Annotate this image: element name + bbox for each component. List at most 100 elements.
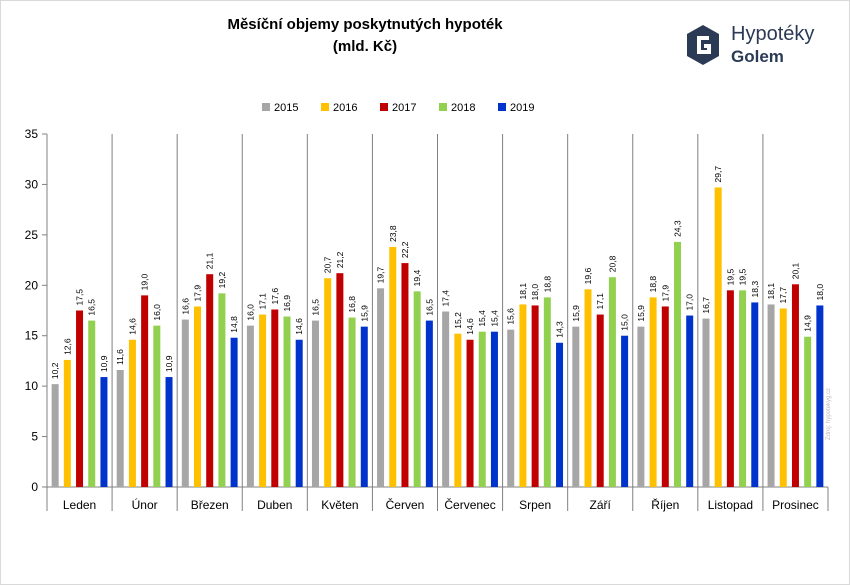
x-tick-label: Leden	[63, 498, 96, 512]
data-label: 17,9	[193, 285, 203, 302]
legend-swatch	[262, 103, 270, 111]
data-label: 15,2	[453, 312, 463, 329]
bar	[686, 315, 694, 487]
data-label: 17,6	[270, 288, 280, 305]
bar	[283, 316, 291, 487]
bar	[584, 289, 592, 487]
data-label: 14,8	[229, 316, 239, 333]
bar	[348, 317, 356, 487]
bar	[466, 339, 474, 487]
bar	[779, 308, 787, 487]
bar	[311, 320, 319, 487]
bar	[413, 291, 421, 487]
bar	[194, 306, 202, 487]
bar	[63, 359, 71, 487]
bar	[324, 278, 332, 487]
bar	[649, 297, 657, 487]
bar	[425, 320, 433, 487]
bar	[442, 311, 450, 487]
data-label: 23,8	[388, 225, 398, 242]
bar	[637, 326, 645, 487]
data-label: 14,6	[127, 318, 137, 335]
legend-swatch	[439, 103, 447, 111]
data-label: 20,7	[323, 256, 333, 273]
bar	[739, 290, 747, 487]
bar	[751, 302, 759, 487]
legend-label: 2019	[510, 102, 534, 114]
data-label: 14,6	[465, 318, 475, 335]
data-label: 15,6	[506, 308, 516, 325]
bar	[507, 329, 515, 487]
data-label: 29,7	[713, 166, 723, 183]
data-label: 14,6	[294, 318, 304, 335]
bar	[401, 263, 409, 487]
data-label: 16,7	[701, 297, 711, 314]
bar	[596, 314, 604, 487]
x-tick-label: Červenec	[444, 497, 495, 512]
y-tick-label: 35	[25, 127, 39, 141]
bar	[673, 241, 681, 487]
legend-swatch	[321, 103, 329, 111]
data-label: 17,7	[778, 287, 788, 304]
data-label: 18,0	[815, 284, 825, 301]
y-tick-label: 10	[25, 379, 39, 393]
data-label: 14,3	[555, 321, 565, 338]
data-label: 24,3	[672, 220, 682, 237]
data-label: 20,8	[607, 255, 617, 272]
x-tick-label: Srpen	[519, 498, 551, 512]
bar	[116, 370, 124, 487]
data-label: 15,9	[359, 305, 369, 322]
bar	[295, 339, 303, 487]
bar	[791, 284, 799, 487]
legend-swatch	[498, 103, 506, 111]
bar	[726, 290, 734, 487]
data-label: 14,9	[803, 315, 813, 332]
bar	[804, 336, 812, 487]
logo-text-hypoteky: Hypotéky	[731, 23, 815, 45]
bar	[271, 309, 279, 487]
y-tick-label: 30	[25, 177, 39, 191]
logo-text-golem: Golem	[731, 47, 784, 66]
bar	[531, 305, 539, 487]
data-label: 16,5	[310, 299, 320, 316]
chart-title-line1: Měsíční objemy poskytnutých hypoték	[227, 16, 503, 33]
y-tick-label: 5	[31, 430, 38, 444]
y-tick-label: 0	[31, 480, 38, 494]
bar	[128, 339, 136, 487]
bar	[661, 306, 669, 487]
data-label: 16,5	[424, 299, 434, 316]
y-tick-label: 20	[25, 278, 39, 292]
data-label: 18,1	[766, 283, 776, 300]
x-tick-label: Březen	[191, 498, 229, 512]
legend-swatch	[380, 103, 388, 111]
bar	[543, 297, 551, 487]
data-label: 17,5	[75, 289, 85, 306]
x-tick-label: Červen	[386, 497, 425, 512]
chart-title: Měsíční objemy poskytnutých hypoték (mld…	[200, 14, 530, 58]
data-label: 16,9	[282, 295, 292, 312]
data-label: 21,1	[205, 252, 215, 269]
data-label: 16,0	[152, 304, 162, 321]
bar	[230, 337, 238, 487]
data-label: 11,6	[115, 349, 125, 365]
data-label: 19,5	[738, 269, 748, 286]
bar	[259, 314, 267, 487]
bar	[153, 325, 161, 487]
bar	[608, 277, 616, 487]
legend-label: 2018	[451, 102, 475, 114]
chart-title-line2: (mld. Kč)	[332, 38, 398, 55]
brand-logo: Hypotéky Golem	[683, 23, 833, 69]
bar	[816, 305, 824, 487]
bar	[478, 331, 486, 487]
data-label: 10,2	[50, 362, 60, 379]
data-label: 10,9	[99, 355, 109, 372]
data-label: 16,8	[347, 296, 357, 313]
x-tick-label: Duben	[257, 498, 292, 512]
data-label: 19,0	[140, 274, 150, 291]
bar	[377, 288, 385, 487]
data-label: 18,3	[750, 281, 760, 298]
x-tick-label: Září	[590, 498, 612, 512]
bar	[51, 384, 59, 487]
bar	[181, 319, 189, 487]
